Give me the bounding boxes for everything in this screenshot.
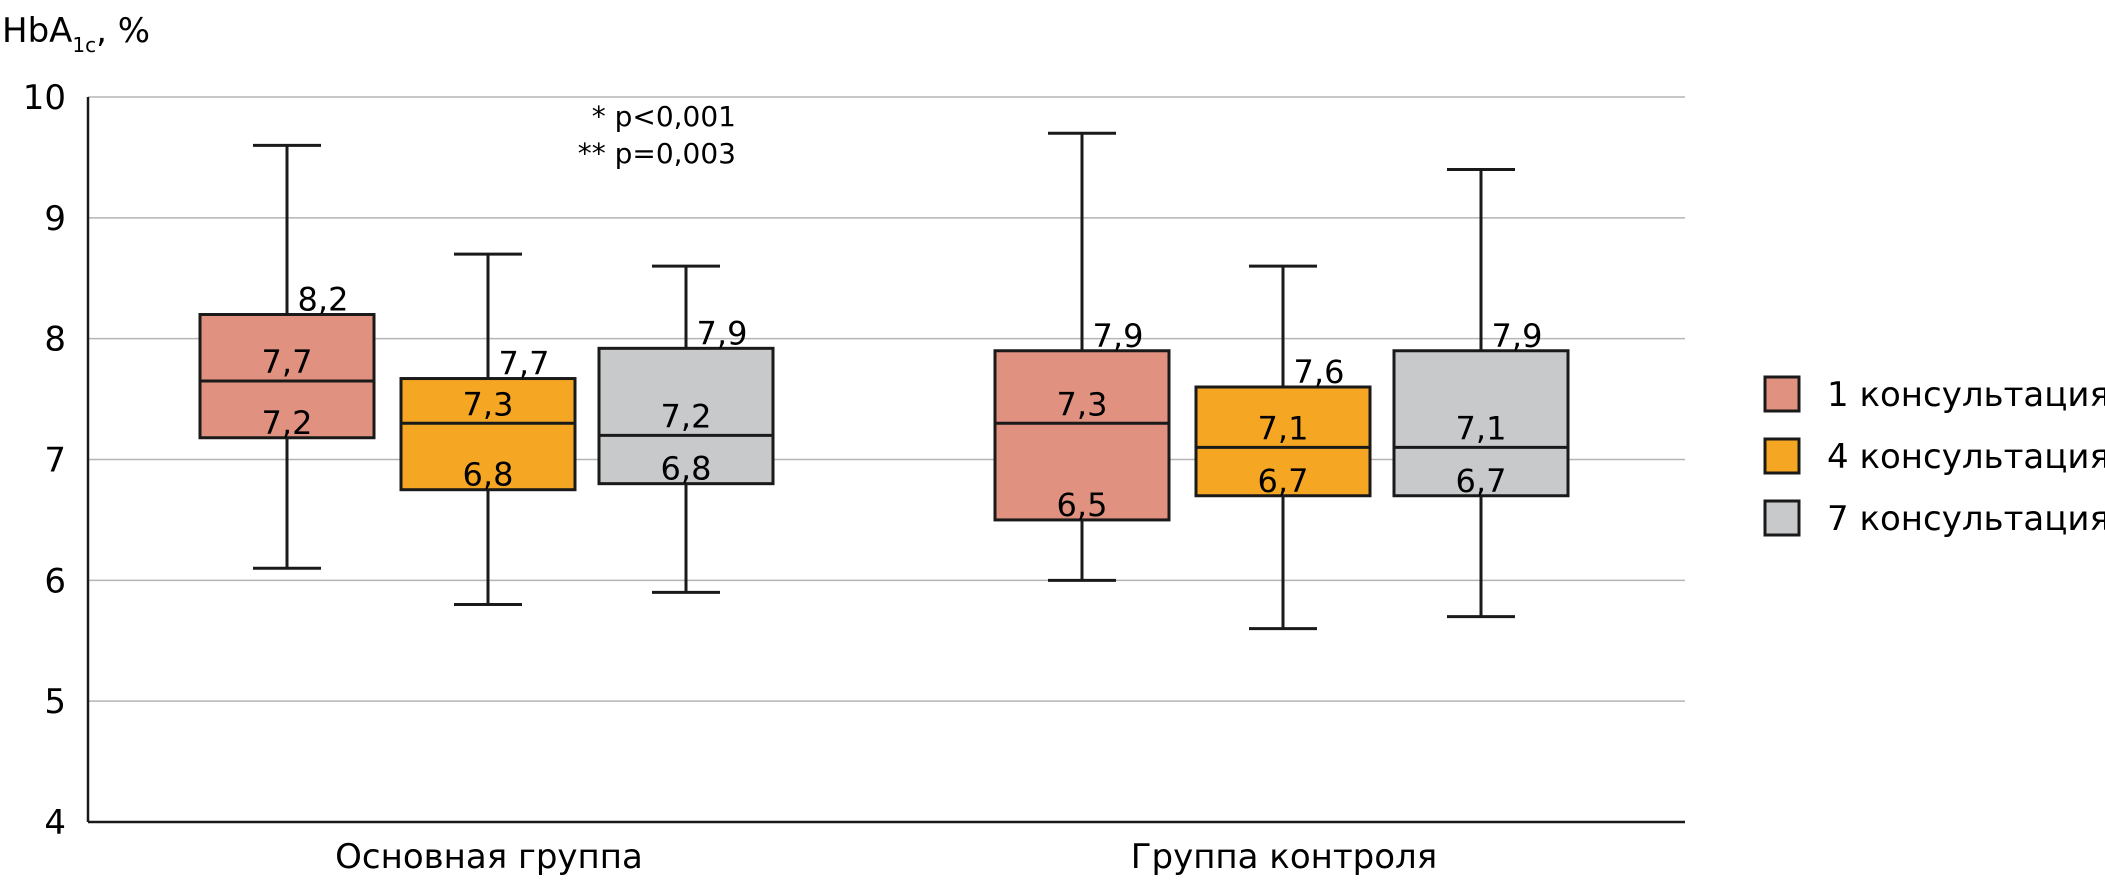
y-tick-label: 6 bbox=[44, 561, 66, 601]
q3-label: 7,7 bbox=[499, 345, 550, 383]
y-tick-label: 8 bbox=[44, 320, 66, 360]
q3-label: 7,9 bbox=[697, 314, 748, 352]
legend: 1 консультация 4 консультация 7 консультац… bbox=[1763, 375, 2105, 539]
median-label: 7,1 bbox=[1456, 409, 1507, 447]
legend-item-3: 7 консультация bbox=[1763, 499, 2105, 539]
q1-label: 6,8 bbox=[661, 450, 712, 488]
box-body bbox=[399, 377, 577, 492]
box-series: 8,27,77,27,97,36,57,77,36,87,67,16,77,97… bbox=[198, 131, 1570, 631]
q1-label: 6,7 bbox=[1456, 462, 1507, 500]
box-2-1: 7,77,3 6,8 bbox=[399, 252, 577, 606]
y-axis-label-subscript: 1c bbox=[72, 33, 96, 57]
y-tick-label: 5 bbox=[44, 682, 66, 722]
legend-swatch bbox=[1763, 437, 1801, 475]
q1-label: 6,5 bbox=[1057, 486, 1108, 524]
axes: 4 5 6 7 8 9 10 Основная группа Группа контроля bbox=[23, 78, 1685, 877]
legend-swatch bbox=[1763, 375, 1801, 413]
median-label: 7,2 bbox=[661, 397, 712, 435]
annotation-p2: ** p=0,003 bbox=[578, 137, 736, 170]
box-body bbox=[597, 346, 775, 486]
median-label: 7,1 bbox=[1258, 409, 1309, 447]
legend-item-1: 1 консультация bbox=[1763, 375, 2105, 415]
x-category-label: Группа контроля bbox=[1131, 837, 1437, 877]
box-body bbox=[1194, 385, 1372, 498]
y-tick-label: 9 bbox=[44, 199, 66, 239]
box-body bbox=[1392, 349, 1570, 498]
q3-label: 7,9 bbox=[1093, 317, 1144, 355]
median-label: 7,3 bbox=[463, 385, 514, 423]
y-tick-label: 7 bbox=[44, 441, 66, 481]
y-tick-label: 10 bbox=[23, 78, 66, 118]
annotation-p1: * p<0,001 bbox=[592, 100, 736, 133]
q1-label: 6,8 bbox=[463, 456, 514, 494]
box-3-1: 7,9 7,2 6,8 bbox=[597, 264, 775, 594]
box-body bbox=[198, 313, 376, 440]
q1-label: 7,2 bbox=[262, 404, 313, 442]
box-body bbox=[993, 349, 1171, 522]
q3-label: 7,9 bbox=[1492, 317, 1543, 355]
box-1-2: 7,9 7,3 6,5 bbox=[993, 131, 1171, 582]
y-axis-label: HbA1c, % bbox=[2, 11, 150, 57]
box-1-1: 8,2 7,7 7,2 bbox=[198, 143, 376, 570]
box-3-2: 7,9 7,1 6,7 bbox=[1392, 168, 1570, 619]
x-category-label: Основная группа bbox=[335, 837, 643, 877]
box-2-2: 7,6 7,1 6,7 bbox=[1194, 264, 1372, 631]
q1-label: 6,7 bbox=[1258, 462, 1309, 500]
legend-label: 1 консультация bbox=[1827, 375, 2105, 415]
legend-swatch bbox=[1763, 499, 1801, 537]
legend-item-2: 4 консультация bbox=[1763, 437, 2105, 477]
legend-label: 7 консультация bbox=[1827, 499, 2105, 539]
median-label: 7,3 bbox=[1057, 385, 1108, 423]
q3-label: 7,6 bbox=[1294, 353, 1345, 391]
median-label: 7,7 bbox=[262, 343, 313, 381]
legend-label: 4 консультация bbox=[1827, 437, 2105, 477]
q3-label: 8,2 bbox=[298, 281, 349, 319]
y-tick-label: 4 bbox=[44, 803, 66, 843]
